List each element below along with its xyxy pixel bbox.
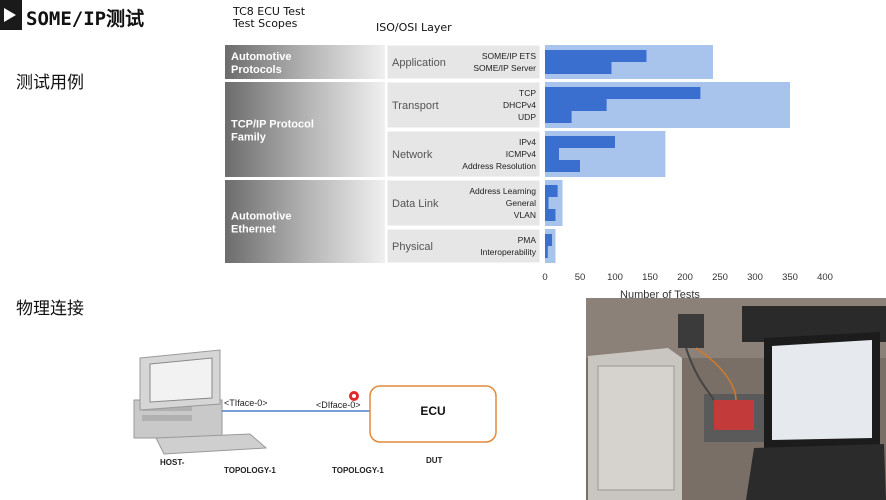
- bar-general: [545, 197, 549, 209]
- topology-diagram: <TIface-0> <DIface-0> ECU HOST- TOPOLOGY…: [133, 349, 497, 475]
- bar-interoperability: [545, 246, 548, 258]
- x-tick-label: 100: [607, 272, 623, 283]
- bar-vlan: [545, 209, 556, 221]
- page-title: SOME/IP测试: [26, 8, 145, 30]
- layer-box: [387, 82, 540, 128]
- protocol-label: UDP: [518, 112, 536, 122]
- layer-label: Physical: [392, 241, 433, 253]
- protocol-label: SOME/IP ETS: [482, 51, 536, 61]
- x-tick-label: 350: [782, 272, 798, 283]
- section-physical-connection: 物理连接: [16, 299, 84, 319]
- x-tick-label: 50: [575, 272, 586, 283]
- layer-box: [387, 131, 540, 177]
- chart-title-line2: Test Scopes: [233, 17, 298, 30]
- layer-group-label: TCP/IP Protocol Family: [231, 119, 314, 144]
- bar-some-ip-server: [545, 62, 612, 74]
- host-iface-label: <TIface-0>: [224, 398, 268, 408]
- bar-icmpv4: [545, 148, 559, 160]
- ecu-box: [369, 385, 497, 443]
- protocol-label: SOME/IP Server: [473, 63, 536, 73]
- x-tick-label: 200: [677, 272, 693, 283]
- layer-header: ISO/OSI Layer: [376, 21, 452, 34]
- ecu-label: ECU: [420, 404, 445, 418]
- bar-address-resolution: [545, 160, 580, 172]
- layer-box-border: [386, 44, 541, 80]
- x-tick-label: 250: [712, 272, 728, 283]
- topology-left-label: TOPOLOGY-1: [224, 466, 276, 475]
- protocol-label: Address Learning: [469, 186, 536, 196]
- layer-box: [387, 180, 540, 226]
- layer-group-box: [225, 82, 385, 177]
- layer-box-border: [386, 130, 541, 178]
- x-tick-label: 400: [817, 272, 833, 283]
- layer-box-border: [386, 81, 541, 129]
- protocol-label: Interoperability: [480, 247, 537, 257]
- host-computer-icon: [133, 349, 268, 455]
- protocol-label: VLAN: [514, 210, 536, 220]
- topology-right-label: TOPOLOGY-1: [332, 466, 384, 475]
- pin-marker-center: [352, 394, 356, 398]
- dut-label: DUT: [426, 456, 443, 465]
- layer-box-border: [386, 228, 541, 264]
- layer-group-label: Automotive Protocols: [231, 51, 292, 76]
- protocol-label: IPv4: [519, 137, 536, 147]
- section-test-cases: 测试用例: [16, 73, 84, 93]
- layer-group-box: [225, 45, 385, 79]
- host-label: HOST-: [160, 458, 185, 467]
- bar-pma: [545, 234, 552, 246]
- layer-box: [387, 229, 540, 263]
- layer-box-border: [386, 179, 541, 227]
- bar-ipv4: [545, 136, 615, 148]
- protocol-label: Address Resolution: [462, 161, 536, 171]
- dut-iface-label: <DIface-0>: [316, 400, 361, 410]
- x-tick-label: 0: [542, 272, 547, 283]
- bar-tcp: [545, 87, 701, 99]
- layer-label: Application: [392, 57, 446, 69]
- layer-group-label: Automotive Ethernet: [231, 211, 292, 236]
- bar-address-learning: [545, 185, 558, 197]
- layer-box: [387, 45, 540, 79]
- chart-title-line1: TC8 ECU Test: [233, 5, 306, 18]
- x-tick-label: 150: [642, 272, 658, 283]
- x-axis-label: Number of Tests: [620, 289, 700, 300]
- bar-some-ip-ets: [545, 50, 647, 62]
- protocol-label: TCP: [519, 88, 536, 98]
- x-tick-label: 300: [747, 272, 763, 283]
- protocol-label: General: [506, 198, 536, 208]
- play-logo-icon: [0, 0, 22, 30]
- protocol-label: DHCPv4: [503, 100, 536, 110]
- protocol-label: PMA: [518, 235, 537, 245]
- layer-label: Data Link: [392, 198, 439, 210]
- test-scope-chart: Automotive Protocols Application SOME/IP ET…: [225, 44, 833, 300]
- bar-dhcpv4: [545, 99, 607, 111]
- bar-udp: [545, 111, 572, 123]
- layer-label: Network: [392, 149, 433, 161]
- protocol-label: ICMPv4: [506, 149, 537, 159]
- layer-label: Transport: [392, 100, 439, 112]
- lab-setup-photo: [586, 298, 886, 500]
- layer-group-box: [225, 180, 385, 263]
